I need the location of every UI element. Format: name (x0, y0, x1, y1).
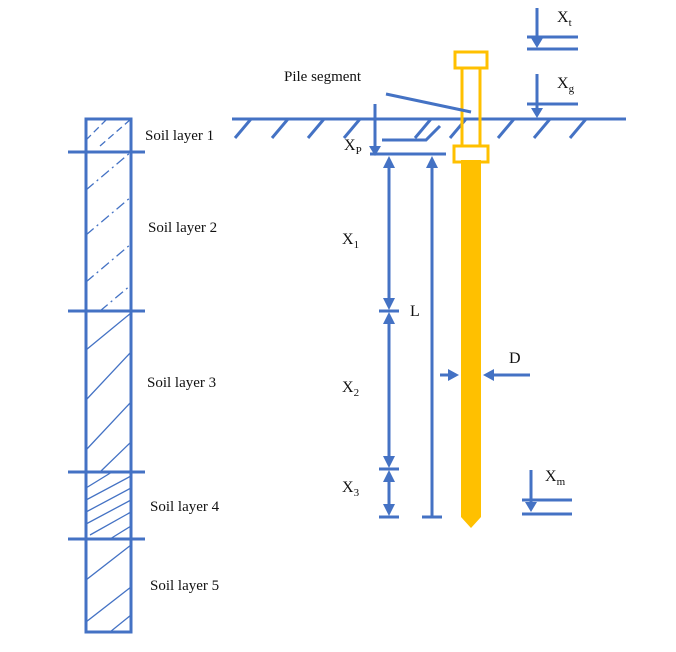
soil-layer-4-label: Soil layer 4 (150, 499, 220, 515)
xg-label: Xg (557, 75, 575, 95)
pile-segment-top (452, 50, 490, 164)
soil-column-outline (84, 117, 133, 634)
length-label: L (410, 303, 420, 320)
soil-layer-4-hatch (86, 471, 131, 540)
soil-layer-5-hatch (86, 544, 131, 632)
soil-layer-1-hatch (86, 119, 131, 147)
x3-label: X3 (342, 479, 360, 499)
x2-label: X2 (342, 379, 359, 399)
soil-column: Soil layer 1 Soil layer 2 Soil layer 3 S… (68, 117, 220, 634)
x1-label: X1 (342, 231, 359, 251)
soil-layer-5-label: Soil layer 5 (150, 578, 219, 594)
xt-label: Xt (557, 9, 572, 29)
xp-label: XP (344, 137, 362, 157)
soil-layer-3-label: Soil layer 3 (147, 375, 216, 391)
xm-marker (522, 470, 572, 516)
xg-marker (527, 74, 578, 118)
diameter-label: D (509, 350, 521, 367)
xp-marker (369, 104, 442, 156)
ground-hatch-marks (233, 118, 588, 139)
pile-segment-label: Pile segment (284, 69, 362, 85)
pile-segment-leader (385, 92, 472, 114)
soil-layer-1-label: Soil layer 1 (145, 128, 214, 144)
pile-shaft (461, 160, 481, 528)
ground-surface (232, 117, 626, 139)
pile (452, 50, 490, 528)
soil-layer-2-hatch (86, 151, 131, 312)
diameter-dimension (440, 369, 530, 381)
soil-layer-3-hatch (86, 312, 131, 473)
xm-label: Xm (545, 468, 566, 488)
length-dimension (422, 156, 442, 519)
soil-layer-2-label: Soil layer 2 (148, 220, 217, 236)
depth-dimension (370, 152, 446, 519)
xt-marker (527, 8, 578, 51)
